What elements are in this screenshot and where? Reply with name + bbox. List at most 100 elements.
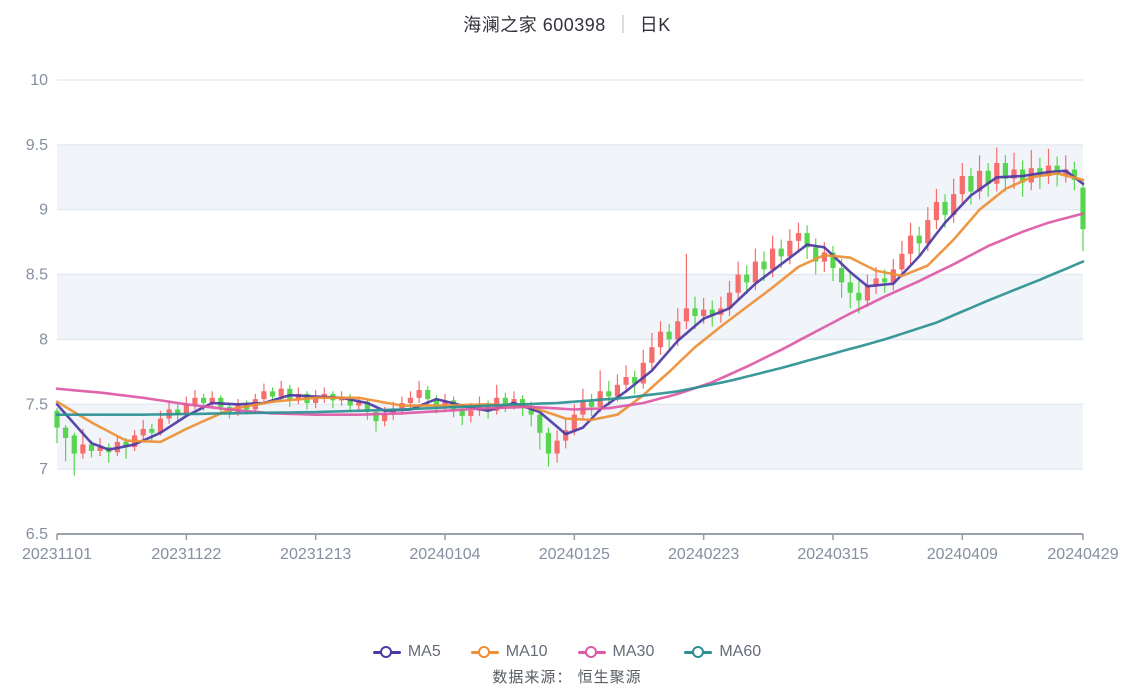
candle-body [976,170,983,192]
ma-lines-layer [55,169,1085,452]
candle-body [571,414,577,431]
candle-down [692,296,698,330]
legend-item-label: MA60 [719,643,762,660]
legend-line-circle-icon [684,645,713,659]
y-axis-label: 8.5 [26,267,48,284]
candle-up [321,387,327,403]
candle-up [623,365,629,393]
candle-body [140,428,146,436]
x-axis-label: 20240223 [668,546,739,563]
candle-body [606,391,612,397]
candle-down [1080,181,1086,252]
x-axis-label: 20231122 [151,546,221,563]
ma-legend: MA5 MA10 MA30 MA60 [0,638,1134,666]
candle-up [1011,152,1017,189]
grid-bands-layer [57,144,1083,470]
candle-body [209,397,215,403]
candle-body [502,397,508,405]
candle-body [709,309,715,315]
candle-body [1071,169,1077,180]
candle-body [683,308,689,322]
candle-body [752,261,758,283]
grid-band [57,144,1083,210]
candle-body [701,309,707,317]
candle-body [640,362,646,384]
candle-down [537,410,543,450]
candle-body [933,201,940,221]
data-source-label: 数据来源： 恒生聚源 [492,669,642,686]
candle-body [442,400,448,406]
candle-body [192,397,198,405]
candle-body [71,435,77,454]
candle-body [899,253,905,270]
candle-body [925,220,931,244]
candle-body [433,399,439,406]
candle-body [1002,163,1009,179]
candle-body [97,447,103,451]
x-axis-label: 20240104 [409,546,480,563]
legend-item-ma10[interactable]: MA10 [470,643,548,661]
candle-up [994,147,1000,192]
legend-item-label: MA10 [505,643,548,660]
candle-body [511,399,517,405]
candle-body [985,170,991,184]
candle-body [744,274,750,283]
candle-down [968,168,974,205]
candle-body [864,284,871,301]
candle-up [907,222,914,265]
candle-body [882,278,888,283]
candle-body [770,248,776,270]
candle-down [813,238,819,275]
candle-body [838,268,845,283]
candle-body [778,248,784,257]
stock-title-text: 海澜之家 600398 [463,15,606,35]
candle-body [183,404,189,415]
candle-body [830,252,836,269]
candle-body [537,414,543,433]
y-axis-label: 9 [39,202,48,219]
candle-up [795,222,802,252]
legend-item-ma5[interactable]: MA5 [372,643,441,661]
candle-up [735,261,741,301]
candle-up [864,274,871,307]
legend-item-label: MA5 [407,643,441,660]
candle-body [649,347,655,363]
candle-body [123,441,129,448]
candle-body [528,406,534,415]
candle-down [1002,155,1009,192]
x-axis-label: 20240125 [539,546,610,563]
legend-item-ma30[interactable]: MA30 [577,643,654,661]
candle-body [175,409,181,415]
candle-body [278,388,284,397]
candle-up [726,281,733,317]
legend-item-ma60[interactable]: MA60 [684,643,761,661]
candle-body [382,413,388,422]
candle-up [976,155,983,200]
candle-body [347,396,353,406]
candle-body [416,390,422,398]
candle-down [666,323,672,350]
legend-line-circle-icon [470,645,499,659]
candle-body [657,331,664,348]
candle-body [847,282,853,293]
candle-body [321,393,327,397]
candle-down [71,432,77,476]
y-axis-label: 10 [30,72,48,89]
ma-line-ma30 [55,212,1085,417]
candle-body [692,308,698,317]
candle-body [735,274,741,293]
candle-body [873,278,879,285]
candle-up [494,384,500,415]
candle-up [683,253,689,330]
ma-line-ma60 [55,260,1085,417]
candle-up [261,383,267,405]
chart-title: 海澜之家 600398 日K [0,11,1134,37]
candle-body [88,444,95,451]
candle-body [269,391,276,397]
candle-up [649,332,655,371]
y-axis-label: 6.5 [26,526,48,543]
candle-up [554,430,560,463]
x-axis-label: 20231213 [280,546,351,563]
candle-body [588,401,595,407]
